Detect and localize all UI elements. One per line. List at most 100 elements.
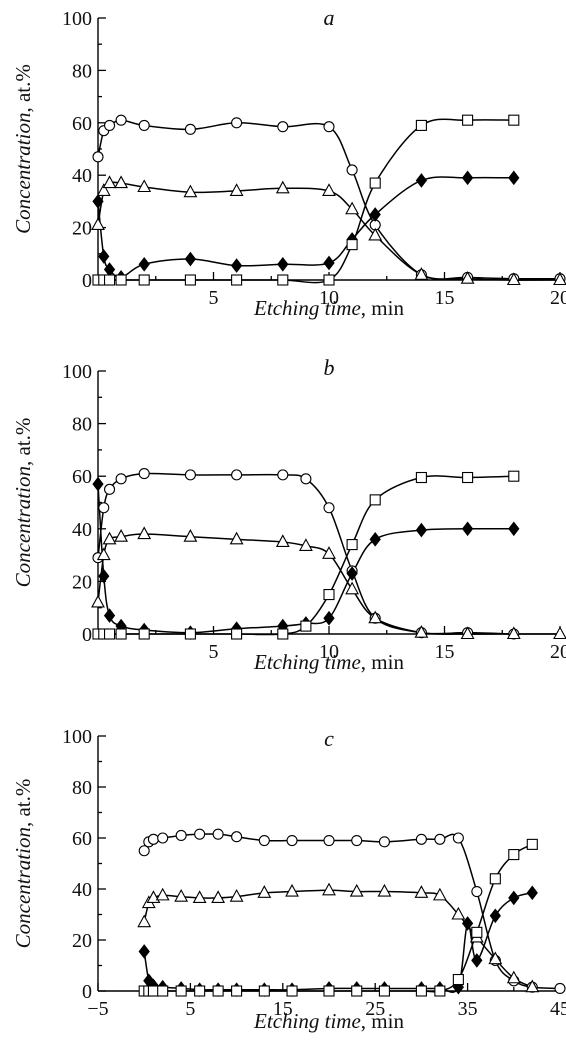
y-tick-label: 60 (72, 113, 92, 135)
data-point-square (258, 985, 270, 997)
x-tick-label: 5 (209, 287, 219, 309)
chart-panel-a: 0 20 40 60 80 100 5 10 15 20 a Etching time, min Con… (11, 5, 566, 320)
data-point-triangle (553, 626, 566, 640)
data-point-triangle (285, 883, 299, 897)
data-point-square (323, 588, 335, 601)
data-point-square (157, 985, 169, 997)
x-tick-label: 45 (550, 998, 566, 1020)
data-point-diamond-filled (184, 251, 197, 267)
data-point-triangle (91, 594, 105, 608)
data-point-triangle (114, 175, 129, 189)
y-axis-title: Concentration, at.% (11, 418, 35, 588)
data-point-triangle (229, 889, 244, 902)
y-tick-label: 0 (82, 270, 92, 292)
data-point-triangle (460, 626, 475, 640)
series-line-circle (97, 119, 561, 281)
data-point-diamond-filled (471, 953, 483, 968)
data-point-square (286, 985, 298, 997)
data-point-triangle (322, 546, 336, 559)
data-point-square (184, 274, 196, 286)
data-point-triangle (414, 625, 429, 638)
data-point-square (434, 985, 446, 997)
data-point-diamond-filled (98, 249, 110, 264)
y-tick-label: 100 (62, 726, 92, 748)
data-point-diamond-filled (508, 890, 520, 906)
y-tick-label: 20 (72, 571, 92, 593)
x-tick-label: 15 (273, 998, 293, 1020)
x-tick-label: 5 (209, 641, 219, 663)
data-point-circle (323, 121, 335, 133)
data-point-triangle (96, 183, 111, 196)
data-point-triangle (102, 531, 117, 545)
data-point-triangle (229, 183, 244, 196)
data-point-diamond-filled (461, 521, 474, 537)
data-point-triangle (368, 227, 383, 241)
panel-letter: a (324, 5, 335, 30)
data-point-square (147, 985, 159, 997)
data-point-diamond-filled (92, 476, 104, 492)
y-tick-label: 80 (72, 777, 92, 799)
data-point-diamond-filled (415, 173, 428, 188)
y-tick-label: 80 (72, 60, 92, 82)
data-point-triangle (377, 883, 392, 897)
x-axis-title-unit: , min (361, 650, 405, 674)
data-point-triangle (192, 890, 207, 903)
data-point-circle (138, 119, 150, 131)
x-axis-title-main: Etching time (253, 650, 361, 674)
data-point-square (471, 926, 483, 938)
x-tick-label: 25 (365, 998, 385, 1020)
data-point-triangle (525, 979, 540, 993)
data-point-triangle (183, 529, 198, 542)
y-tick-label: 40 (72, 519, 92, 541)
y-tick-label: 80 (72, 414, 92, 436)
data-point-diamond-filled (230, 258, 243, 273)
data-point-circle (138, 845, 150, 857)
data-point-square (415, 471, 427, 484)
x-tick-label: −5 (87, 998, 108, 1020)
y-axis-title-unit: , at.% (11, 779, 35, 827)
x-tick-label: 15 (435, 641, 455, 663)
data-point-square (489, 873, 501, 885)
data-point-square (508, 849, 520, 861)
x-tick-label: 10 (319, 287, 339, 309)
series-line-triangle (97, 533, 560, 635)
data-point-triangle (183, 184, 198, 198)
y-tick-label: 100 (62, 8, 92, 30)
data-point-circle (415, 833, 427, 845)
data-point-square (346, 539, 358, 551)
data-point-triangle (414, 267, 429, 280)
data-point-circle (175, 829, 187, 842)
data-point-square (104, 628, 116, 640)
data-point-triangle (96, 547, 111, 561)
y-tick-label: 40 (72, 879, 92, 901)
data-point-diamond-filled (98, 568, 110, 584)
data-point-square (231, 985, 243, 997)
panel-letter: b (324, 355, 335, 380)
data-point-diamond-filled (323, 255, 335, 271)
data-point-square (415, 985, 427, 997)
x-tick-label: 20 (550, 641, 566, 663)
y-axis-title-unit: , at.% (11, 64, 35, 112)
chart-panel-c: 0 20 40 60 80 100 −5 5 15 25 35 45 c Etching time, mi… (11, 726, 566, 1033)
data-point-square (452, 973, 464, 986)
data-point-circle (434, 833, 446, 845)
data-point-square (346, 239, 358, 251)
x-tick-label: 35 (458, 998, 478, 1020)
data-point-triangle (102, 175, 117, 189)
data-point-square (231, 628, 243, 640)
data-point-circle (258, 834, 270, 847)
data-point-square (508, 470, 520, 482)
x-axis-title-main: Etching time (253, 296, 361, 320)
data-point-circle (323, 834, 335, 847)
data-point-triangle (114, 529, 129, 542)
data-point-square (462, 114, 474, 126)
data-point-triangle (432, 887, 447, 901)
data-point-diamond-filled (369, 531, 381, 547)
data-point-square (231, 274, 243, 286)
data-point-square (323, 985, 335, 997)
data-point-triangle (345, 201, 360, 215)
data-point-square (104, 274, 116, 286)
y-axis-title: Concentration, at.% (11, 779, 35, 949)
y-axis-title-main: Concentration (11, 827, 35, 948)
